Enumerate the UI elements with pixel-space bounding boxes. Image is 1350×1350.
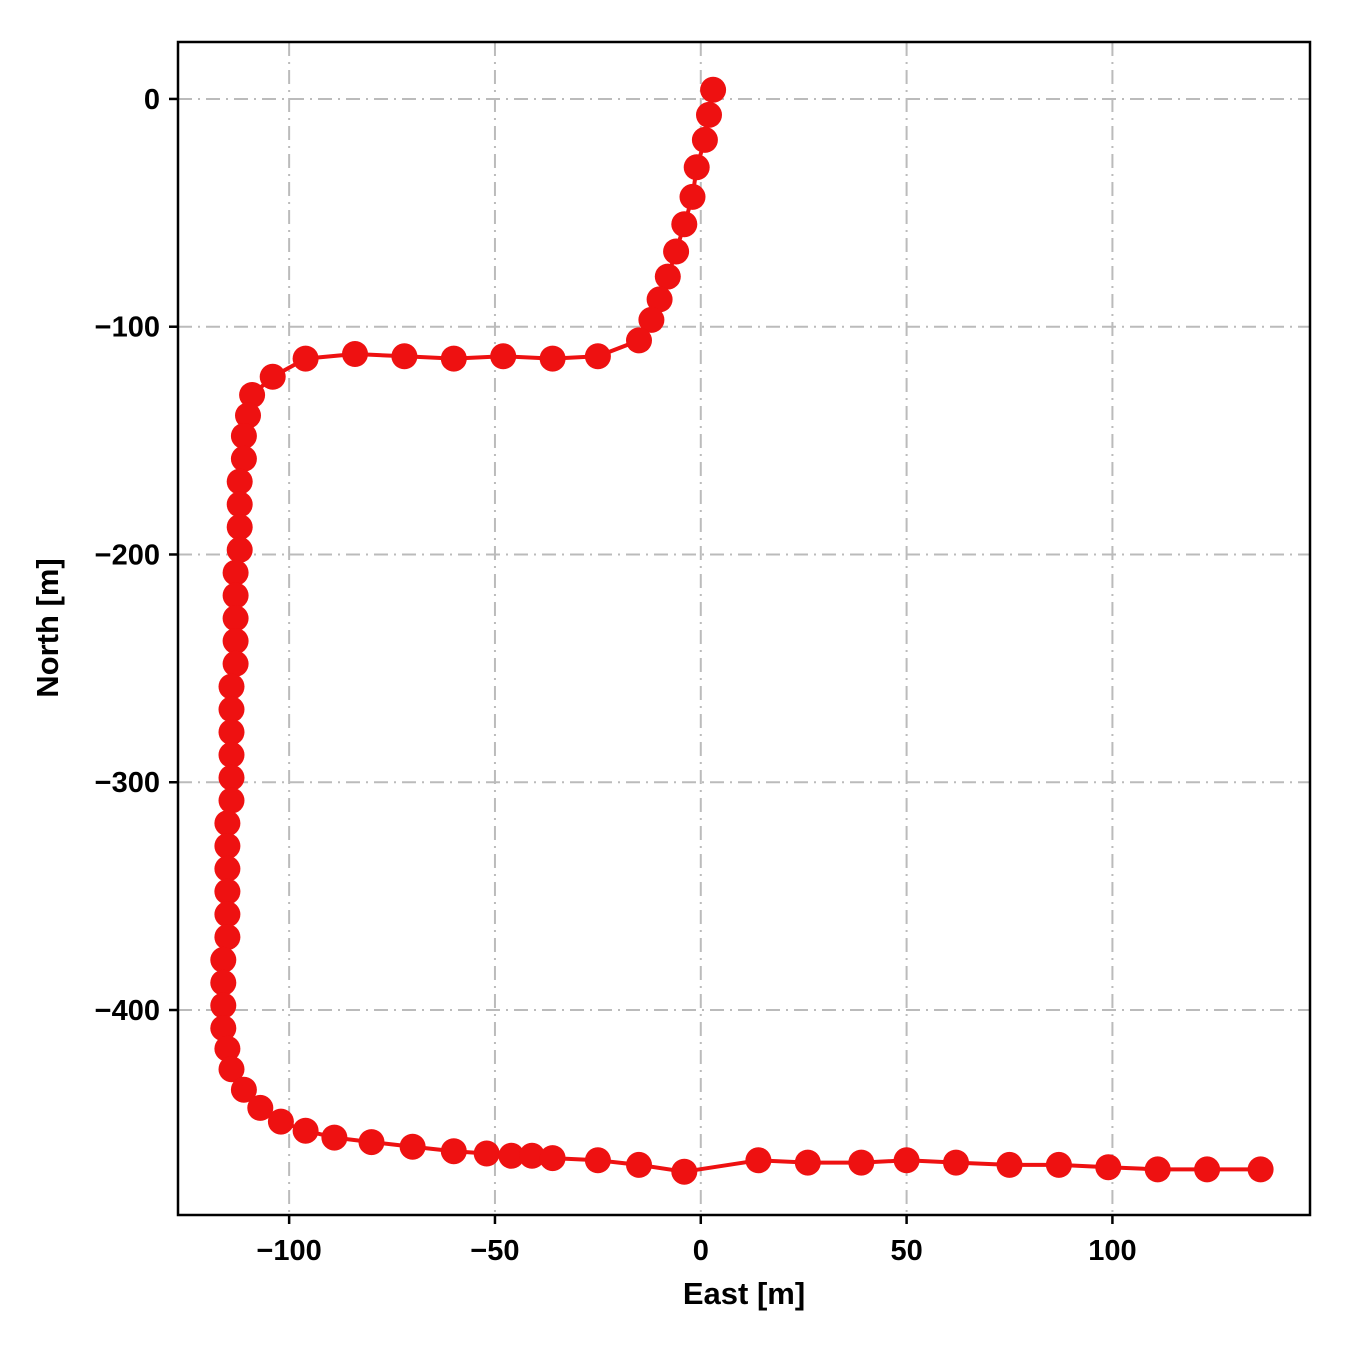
trajectory-point xyxy=(214,855,241,882)
trajectory-point xyxy=(1247,1156,1274,1183)
trajectory-point xyxy=(321,1124,348,1151)
y-tick-label: −100 xyxy=(95,312,160,344)
trajectory-point xyxy=(222,628,249,654)
trajectory-point xyxy=(222,605,249,632)
y-axis-label: North [m] xyxy=(30,558,65,697)
trajectory-point xyxy=(671,211,698,238)
trajectory-point xyxy=(214,878,241,905)
trajectory-point xyxy=(226,514,253,541)
trajectory-point xyxy=(440,1138,467,1165)
trajectory-point xyxy=(259,363,286,390)
trajectory-point xyxy=(996,1151,1023,1178)
trajectory-point xyxy=(235,402,261,429)
trajectory-point xyxy=(218,696,245,723)
trajectory-point xyxy=(440,345,467,372)
trajectory-point xyxy=(696,101,722,128)
trajectory-point xyxy=(700,76,727,103)
x-tick-label: −100 xyxy=(256,1235,321,1267)
trajectory-point xyxy=(292,1117,319,1144)
trajectory-point xyxy=(210,992,237,1019)
trajectory-point xyxy=(1144,1156,1171,1183)
plot-border xyxy=(176,40,1312,1217)
trajectory-point xyxy=(626,1151,652,1178)
trajectory-point xyxy=(391,343,418,370)
trajectory-point xyxy=(247,1094,274,1121)
trajectory-point xyxy=(626,327,652,354)
trajectory-point xyxy=(230,423,257,449)
trajectory-point xyxy=(679,183,706,210)
trajectory-point xyxy=(539,345,566,372)
trajectory-point xyxy=(654,263,681,290)
trajectory-point xyxy=(226,468,253,495)
axis-layer: −100 −50 0 50 100 0 −100 −200 −300 −400 xyxy=(95,40,1312,1267)
trajectory-point xyxy=(239,382,266,408)
trajectory-point xyxy=(226,536,253,563)
trajectory-point xyxy=(218,787,245,814)
trajectory-point xyxy=(218,673,245,700)
y-tick-label: −300 xyxy=(95,767,160,799)
x-axis-label: East [m] xyxy=(683,1276,805,1311)
x-tick-label: 50 xyxy=(890,1235,922,1267)
trajectory-point xyxy=(218,1056,245,1083)
trajectory-point xyxy=(214,833,241,859)
trajectory-point xyxy=(358,1129,385,1156)
trajectory-point xyxy=(222,582,249,609)
x-tick-label: 0 xyxy=(693,1235,709,1267)
trajectory-point xyxy=(663,238,690,265)
trajectory-point xyxy=(584,343,611,370)
x-tick-label: 100 xyxy=(1088,1235,1136,1267)
trajectory-point xyxy=(292,345,319,372)
trajectory-point xyxy=(214,810,241,837)
trajectory-point xyxy=(498,1142,525,1169)
trajectory-point xyxy=(584,1147,611,1174)
trajectory-point xyxy=(342,341,368,367)
trajectory-point xyxy=(943,1149,969,1176)
trajectory-point xyxy=(267,1108,294,1135)
y-tick-label: −200 xyxy=(95,539,160,571)
trajectory-point xyxy=(893,1147,920,1174)
trajectory-point xyxy=(1095,1154,1122,1181)
trajectory-point xyxy=(214,924,241,951)
trajectory-point xyxy=(214,1035,241,1062)
trajectory-point xyxy=(1045,1151,1072,1178)
grid-layer xyxy=(178,42,1310,1215)
trajectory-point xyxy=(745,1147,772,1174)
trajectory-point xyxy=(691,126,718,153)
y-tick-label: −400 xyxy=(95,995,160,1027)
trajectory-point xyxy=(638,306,665,333)
data-layer xyxy=(210,76,1274,1185)
trajectory-point xyxy=(222,559,249,586)
trajectory-point xyxy=(399,1133,426,1160)
trajectory-point xyxy=(218,719,245,746)
trajectory-point xyxy=(490,343,517,370)
trajectory-point xyxy=(848,1149,875,1176)
trajectory-point xyxy=(794,1149,821,1176)
trajectory-point xyxy=(671,1158,698,1185)
trajectory-point xyxy=(1194,1156,1221,1183)
trajectory-point xyxy=(218,741,245,768)
trajectory-point xyxy=(230,445,257,472)
trajectory-point xyxy=(218,764,245,791)
trajectory-point xyxy=(214,901,241,928)
trajectory-point xyxy=(539,1145,566,1172)
trajectory-point xyxy=(210,946,237,973)
y-tick-label: 0 xyxy=(144,84,160,116)
trajectory-point xyxy=(519,1142,545,1169)
trajectory-point xyxy=(210,1015,237,1042)
x-tick-label: −50 xyxy=(470,1235,519,1267)
trajectory-point xyxy=(473,1140,500,1167)
trajectory-point xyxy=(683,154,710,181)
trajectory-point xyxy=(222,650,249,677)
trajectory-point xyxy=(230,1076,257,1103)
trajectory-point xyxy=(226,491,253,518)
trajectory-point xyxy=(646,286,673,313)
trajectory-point xyxy=(210,969,237,996)
